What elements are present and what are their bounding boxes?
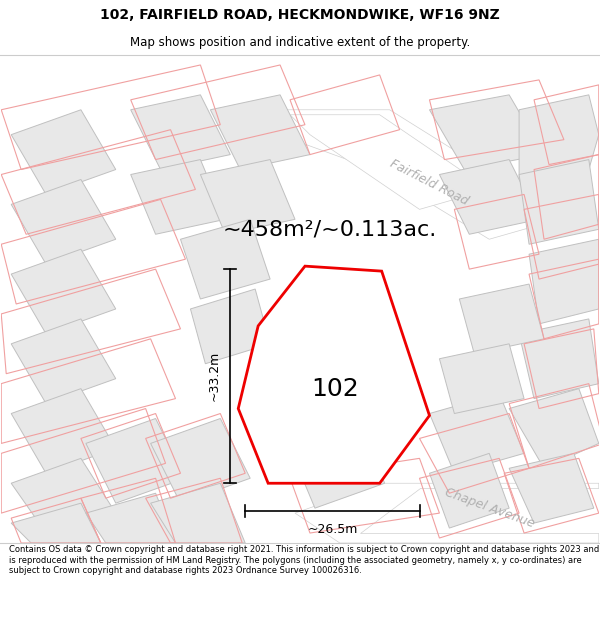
Polygon shape bbox=[86, 493, 176, 543]
Polygon shape bbox=[11, 389, 116, 473]
Polygon shape bbox=[430, 453, 509, 528]
Polygon shape bbox=[519, 159, 599, 244]
Polygon shape bbox=[11, 319, 116, 404]
Polygon shape bbox=[86, 419, 185, 503]
Text: 102, FAIRFIELD ROAD, HECKMONDWIKE, WF16 9NZ: 102, FAIRFIELD ROAD, HECKMONDWIKE, WF16 … bbox=[100, 8, 500, 22]
Polygon shape bbox=[290, 424, 385, 508]
Polygon shape bbox=[519, 319, 599, 399]
Polygon shape bbox=[131, 159, 226, 234]
Polygon shape bbox=[265, 110, 559, 239]
Polygon shape bbox=[238, 266, 430, 483]
Text: ~33.2m: ~33.2m bbox=[208, 351, 221, 401]
Polygon shape bbox=[151, 419, 250, 503]
Polygon shape bbox=[360, 488, 599, 533]
Polygon shape bbox=[151, 483, 245, 543]
Text: Contains OS data © Crown copyright and database right 2021. This information is : Contains OS data © Crown copyright and d… bbox=[9, 546, 599, 575]
Polygon shape bbox=[11, 249, 116, 334]
Polygon shape bbox=[211, 95, 310, 169]
Text: Map shows position and indicative extent of the property.: Map shows position and indicative extent… bbox=[130, 36, 470, 49]
Polygon shape bbox=[529, 239, 599, 324]
Polygon shape bbox=[181, 219, 270, 299]
Polygon shape bbox=[430, 394, 524, 473]
Polygon shape bbox=[439, 344, 524, 414]
Polygon shape bbox=[11, 458, 116, 533]
Polygon shape bbox=[509, 389, 599, 468]
Polygon shape bbox=[11, 179, 116, 264]
Polygon shape bbox=[430, 95, 544, 169]
Polygon shape bbox=[460, 284, 544, 354]
Polygon shape bbox=[11, 110, 116, 194]
Polygon shape bbox=[11, 503, 101, 543]
Polygon shape bbox=[200, 159, 295, 234]
Polygon shape bbox=[295, 483, 599, 543]
Polygon shape bbox=[131, 95, 230, 169]
Text: ~26.5m: ~26.5m bbox=[307, 522, 358, 536]
Text: Fairfield Road: Fairfield Road bbox=[388, 157, 471, 208]
Polygon shape bbox=[519, 95, 599, 184]
Polygon shape bbox=[509, 453, 594, 523]
Text: Chapel Avenue: Chapel Avenue bbox=[443, 486, 536, 531]
Polygon shape bbox=[190, 289, 270, 364]
Polygon shape bbox=[290, 115, 489, 209]
Text: 102: 102 bbox=[311, 377, 359, 401]
Polygon shape bbox=[439, 159, 539, 234]
Text: ~458m²/~0.113ac.: ~458m²/~0.113ac. bbox=[223, 219, 437, 239]
